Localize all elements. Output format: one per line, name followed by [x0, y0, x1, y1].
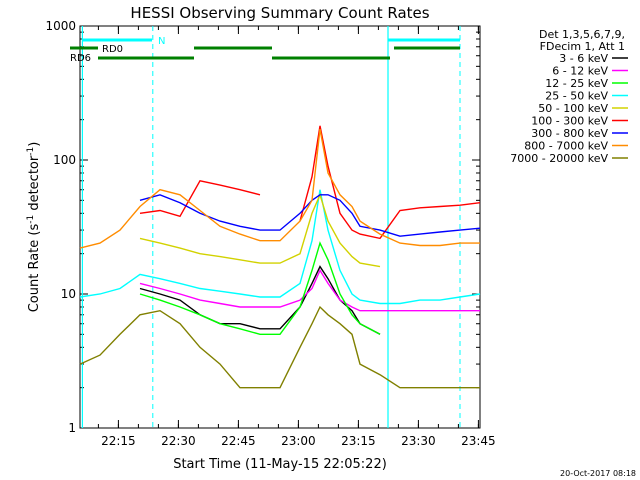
legend-label: 3 - 6 keV: [559, 52, 608, 65]
footer-date: 20-Oct-2017 08:18: [560, 469, 636, 478]
legend: Det 1,3,5,6,7,9,FDecim 1, Att 13 - 6 keV…: [510, 28, 628, 165]
y-label-end: ): [27, 142, 42, 147]
legend-label: 7000 - 20000 keV: [510, 152, 608, 165]
x-tick-label: 23:15: [341, 434, 376, 448]
x-tick-label: 22:45: [221, 434, 256, 448]
y-axis-label: Count Rate (s-1 detector-1): [26, 142, 42, 313]
plot-frame: [79, 25, 481, 429]
rd6-label: RD6: [70, 53, 91, 64]
legend-label: 6 - 12 keV: [552, 65, 608, 78]
legend-label: 300 - 800 keV: [531, 127, 608, 140]
y-label-mid: detector: [27, 155, 42, 215]
y-label-sup2: -1: [26, 147, 36, 156]
x-tick-label: 22:30: [161, 434, 196, 448]
chart-title: HESSI Observing Summary Count Rates: [130, 4, 429, 22]
rd0-label: RD0: [102, 44, 123, 55]
y-tick-label: 1: [68, 421, 76, 435]
series-line-300-800-kev: [139, 194, 481, 237]
series-line-12-25-kev: [139, 241, 381, 335]
x-axis-label: Start Time (11-May-15 22:05:22): [173, 457, 387, 472]
observing-overlays: [70, 26, 461, 428]
series-line-25-50-kev: [79, 189, 481, 305]
y-tick-label: 1000: [45, 19, 76, 33]
y-tick-label: 100: [53, 153, 76, 167]
series-line-6-12-kev: [139, 268, 480, 312]
series-lines: [79, 125, 481, 389]
series-line-100-300-kev: [139, 125, 481, 240]
x-tick-label: 23:00: [281, 434, 316, 448]
y-tick-label: 10: [61, 287, 76, 301]
legend-label: 25 - 50 keV: [545, 90, 608, 103]
series-line-50-100-kev: [139, 192, 381, 268]
legend-label: 12 - 25 keV: [545, 77, 608, 90]
y-label-base: Count Rate (s: [27, 224, 42, 313]
legend-label: 100 - 300 keV: [531, 115, 608, 128]
legend-label: 800 - 7000 keV: [524, 140, 608, 153]
x-tick-label: 23:45: [461, 434, 496, 448]
legend-label: 50 - 100 keV: [538, 102, 608, 115]
series-line-7000-20000-kev: [79, 305, 480, 389]
x-tick-label: 22:15: [101, 434, 136, 448]
axes: 1 10 100 1000 22:15 22:30 22:45 23:00 23:15 23:30…: [45, 19, 495, 448]
x-tick-label: 23:30: [401, 434, 436, 448]
series-line-800-7000-kev: [79, 128, 480, 249]
y-label-sup1: -1: [26, 215, 36, 224]
n-label: N: [158, 36, 165, 47]
legend-header: FDecim 1, Att 1: [540, 40, 625, 53]
legend-header: Det 1,3,5,6,7,9,: [539, 28, 625, 41]
